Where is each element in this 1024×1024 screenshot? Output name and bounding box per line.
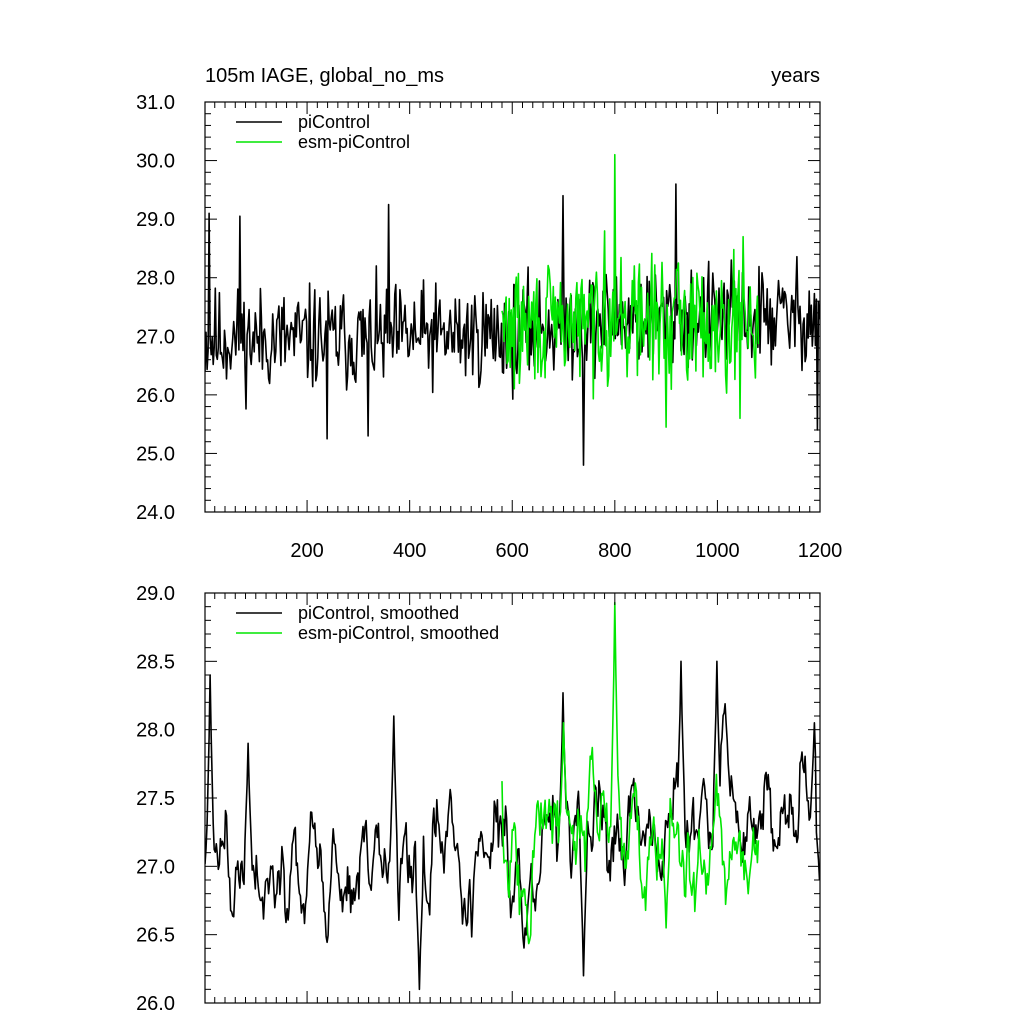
y-tick-label: 30.0 bbox=[136, 151, 175, 173]
y-tick-label: 25.0 bbox=[136, 443, 175, 465]
y-tick-label: 29.0 bbox=[136, 583, 175, 605]
axes-smoothed: 26.0 26.5 27.0 27.5 28.0 28.5 29.0 bbox=[136, 583, 821, 1015]
legend-label: piControl bbox=[298, 112, 370, 132]
x-tick-label: 800 bbox=[598, 540, 631, 562]
y-tick-label: 29.0 bbox=[136, 209, 175, 231]
panel-smoothed: 26.0 26.5 27.0 27.5 28.0 28.5 29.0 piControl, … bbox=[136, 583, 821, 1015]
y-tick-label: 26.5 bbox=[136, 925, 175, 947]
legend-label: esm-piControl bbox=[298, 132, 410, 152]
series-layer-smoothed bbox=[205, 601, 820, 991]
y-tick-label: 26.0 bbox=[136, 993, 175, 1015]
y-tick-label: 26.0 bbox=[136, 385, 175, 407]
plot-frame bbox=[204, 592, 821, 1004]
axes-raw: 24.0 25.0 26.0 27.0 28.0 29.0 30.0 31.0 200 400 60… bbox=[136, 92, 842, 562]
y-tick-label: 24.0 bbox=[136, 502, 175, 524]
panel-raw: 105m IAGE, global_no_ms years 24.0 25.0 26… bbox=[136, 65, 842, 562]
y-tick-label: 28.5 bbox=[136, 651, 175, 673]
y-tick-label: 28.0 bbox=[136, 720, 175, 742]
y-tick-label: 28.0 bbox=[136, 268, 175, 290]
title-left: 105m IAGE, global_no_ms bbox=[205, 65, 444, 87]
y-tick-label: 27.0 bbox=[136, 856, 175, 878]
series-line-picontrol-smoothed bbox=[205, 660, 820, 991]
series-line-esm-picontrol-smoothed bbox=[501, 601, 760, 945]
x-tick-label: 200 bbox=[290, 540, 323, 562]
x-tick-label: 1000 bbox=[695, 540, 740, 562]
legend-label: piControl, smoothed bbox=[298, 603, 459, 623]
series-layer-raw bbox=[205, 153, 820, 466]
y-tick-label: 31.0 bbox=[136, 92, 175, 114]
x-tick-label: 400 bbox=[393, 540, 426, 562]
y-tick-label: 27.5 bbox=[136, 788, 175, 810]
title-right: years bbox=[771, 65, 820, 87]
legend-label: esm-piControl, smoothed bbox=[298, 623, 499, 643]
series-line-esm-picontrol bbox=[501, 153, 760, 428]
y-tick-label: 27.0 bbox=[136, 326, 175, 348]
x-tick-label: 1200 bbox=[798, 540, 843, 562]
x-tick-label: 600 bbox=[496, 540, 529, 562]
